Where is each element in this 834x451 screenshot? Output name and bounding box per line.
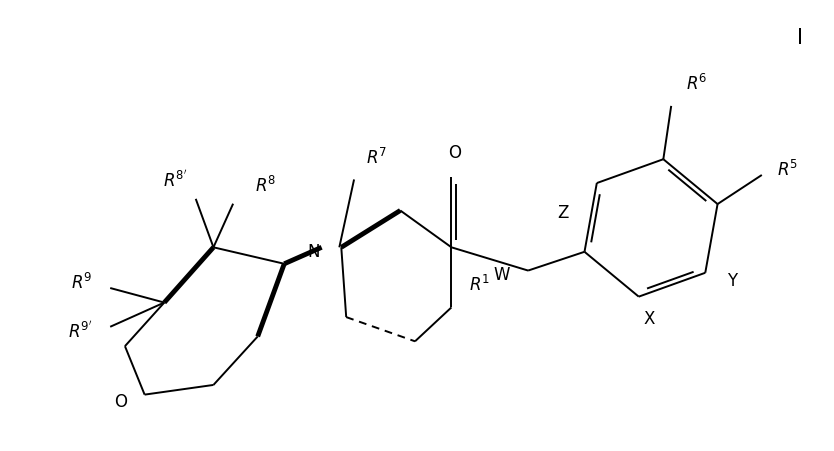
Text: N: N	[307, 243, 319, 261]
Text: $R^9$: $R^9$	[71, 273, 93, 293]
Text: $R^6$: $R^6$	[686, 74, 707, 94]
Text: O: O	[448, 144, 461, 162]
Text: $R^5$: $R^5$	[776, 160, 797, 180]
Text: Y: Y	[727, 272, 737, 290]
Text: O: O	[114, 393, 127, 411]
Text: $R^{8'}$: $R^{8'}$	[163, 170, 188, 191]
Text: $R^1$: $R^1$	[469, 275, 490, 295]
Text: $R^8$: $R^8$	[254, 176, 276, 196]
Text: $R^{9'}$: $R^{9'}$	[68, 321, 93, 342]
Text: W: W	[494, 267, 510, 285]
Text: Z: Z	[558, 203, 569, 221]
Text: X: X	[644, 310, 655, 328]
Text: I: I	[797, 28, 803, 48]
Text: $R^7$: $R^7$	[366, 148, 387, 168]
